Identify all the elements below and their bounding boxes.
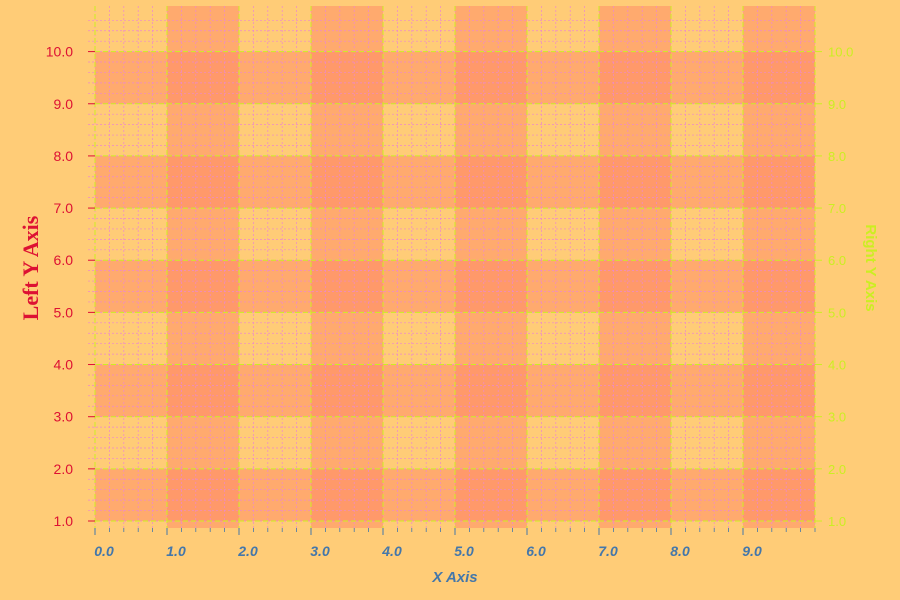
x-axis-tick-label: 1.0 <box>166 543 186 559</box>
right-axis-tick-label: 7.0 <box>828 201 846 216</box>
x-axis-tick-label: 4.0 <box>381 543 402 559</box>
right-axis-tick-label: 9.0 <box>828 97 846 112</box>
right-axis-tick-label: 5.0 <box>828 305 846 320</box>
left-axis-tick-label: 9.0 <box>54 96 74 112</box>
x-axis-tick-label: 7.0 <box>598 543 618 559</box>
x-axis-tick-label: 6.0 <box>526 543 546 559</box>
axes-layer: 1.0 2.0 3.0 4.0 5.0 6.0 7.0 8.0 9.0 10.0 1.0 2.0 3.0… <box>46 44 854 559</box>
left-axis-tick-label: 10.0 <box>46 44 73 60</box>
left-axis-title: Left Y Axis <box>18 215 43 320</box>
left-axis-tick-label: 6.0 <box>54 252 74 268</box>
x-axis-title: X Axis <box>431 569 477 586</box>
x-axis-tick-label: 2.0 <box>237 543 258 559</box>
x-axis-tick-label: 8.0 <box>670 543 690 559</box>
left-axis-tick-label: 4.0 <box>54 357 74 373</box>
left-axis-tick-label: 1.0 <box>54 513 74 529</box>
left-axis-tick-label: 5.0 <box>54 304 74 320</box>
grid-layer <box>88 6 816 528</box>
right-axis-tick-label: 10.0 <box>828 45 853 60</box>
right-axis-tick-label: 2.0 <box>828 462 846 477</box>
right-axis-tick-label: 3.0 <box>828 410 846 425</box>
left-axis-tick-label: 8.0 <box>54 148 74 164</box>
x-axis-tick-label: 0.0 <box>94 543 114 559</box>
x-axis-tick-label: 5.0 <box>454 543 474 559</box>
right-axis-tick-label: 6.0 <box>828 253 846 268</box>
left-axis-tick-label: 7.0 <box>54 200 74 216</box>
right-axis-title: Right Y Axis <box>862 224 879 311</box>
x-axis-tick-label: 9.0 <box>742 543 762 559</box>
left-axis-tick-label: 3.0 <box>54 409 74 425</box>
right-axis-tick-label: 4.0 <box>828 358 846 373</box>
left-axis-tick-label: 2.0 <box>54 461 74 477</box>
x-axis-tick-label: 3.0 <box>310 543 330 559</box>
right-axis-tick-label: 1.0 <box>828 514 846 529</box>
right-axis-tick-label: 8.0 <box>828 149 846 164</box>
